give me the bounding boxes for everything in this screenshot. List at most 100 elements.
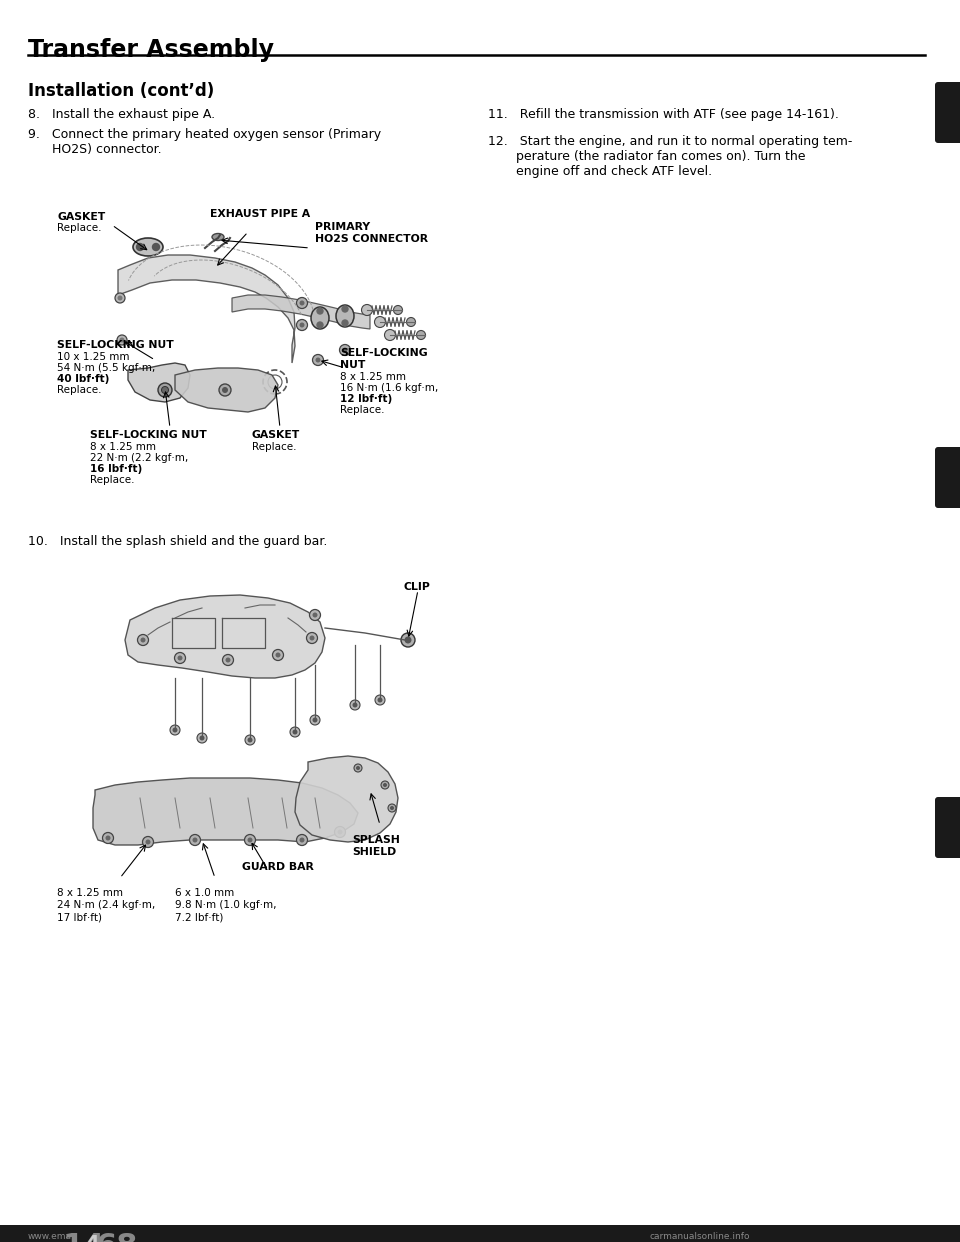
Polygon shape [93, 777, 358, 845]
Text: Replace.: Replace. [57, 385, 102, 395]
Ellipse shape [311, 307, 329, 329]
Circle shape [119, 338, 125, 343]
Circle shape [273, 650, 283, 661]
Circle shape [300, 323, 304, 328]
Circle shape [317, 308, 323, 314]
Circle shape [316, 358, 321, 363]
Polygon shape [128, 363, 190, 402]
Text: 8 x 1.25 mm: 8 x 1.25 mm [57, 888, 123, 898]
Circle shape [313, 718, 318, 723]
Text: perature (the radiator fan comes on). Turn the: perature (the radiator fan comes on). Tu… [488, 150, 805, 163]
Text: PRIMARY: PRIMARY [315, 222, 371, 232]
Text: engine off and check ATF level.: engine off and check ATF level. [488, 165, 712, 178]
Circle shape [117, 335, 127, 345]
Circle shape [106, 836, 110, 841]
Circle shape [406, 318, 416, 327]
Circle shape [356, 766, 360, 770]
Text: CLIP: CLIP [403, 582, 430, 592]
Text: Replace.: Replace. [252, 442, 297, 452]
Circle shape [197, 733, 207, 743]
Circle shape [175, 652, 185, 663]
FancyBboxPatch shape [935, 447, 960, 508]
Circle shape [200, 735, 204, 740]
Circle shape [313, 354, 324, 365]
Polygon shape [232, 296, 370, 329]
Ellipse shape [212, 233, 224, 241]
Circle shape [385, 329, 396, 340]
Circle shape [219, 384, 231, 396]
Circle shape [173, 728, 178, 733]
Circle shape [137, 635, 149, 646]
Text: Installation (cont’d): Installation (cont’d) [28, 82, 214, 101]
Bar [0, 1225, 960, 1242]
Circle shape [248, 837, 252, 842]
Circle shape [297, 298, 307, 308]
Text: www.ema: www.ema [28, 1232, 72, 1241]
Circle shape [297, 319, 307, 330]
Circle shape [381, 781, 389, 789]
Circle shape [223, 655, 233, 666]
Text: 10.   Install the splash shield and the guard bar.: 10. Install the splash shield and the gu… [28, 535, 327, 548]
Circle shape [306, 632, 318, 643]
Text: HO2S CONNECTOR: HO2S CONNECTOR [315, 233, 428, 243]
Text: 40 lbf·ft): 40 lbf·ft) [57, 374, 109, 384]
Circle shape [362, 304, 372, 315]
Circle shape [377, 698, 382, 703]
FancyBboxPatch shape [935, 82, 960, 143]
Text: 8 x 1.25 mm: 8 x 1.25 mm [340, 373, 406, 383]
Text: HO2S) connector.: HO2S) connector. [28, 143, 161, 156]
Circle shape [390, 806, 394, 810]
Polygon shape [125, 595, 325, 678]
Text: 8 x 1.25 mm: 8 x 1.25 mm [90, 442, 156, 452]
Text: SELF-LOCKING: SELF-LOCKING [340, 348, 427, 358]
Text: 22 N·m (2.2 kgf·m,: 22 N·m (2.2 kgf·m, [90, 453, 188, 463]
Text: 54 N·m (5.5 kgf·m,: 54 N·m (5.5 kgf·m, [57, 363, 156, 373]
Circle shape [354, 764, 362, 773]
Text: GASKET: GASKET [57, 212, 106, 222]
Circle shape [309, 636, 315, 641]
Circle shape [310, 715, 320, 725]
Circle shape [146, 840, 151, 845]
Ellipse shape [336, 306, 354, 327]
Text: 11.   Refill the transmission with ATF (see page 14-161).: 11. Refill the transmission with ATF (se… [488, 108, 839, 120]
Circle shape [401, 633, 415, 647]
Circle shape [293, 729, 298, 734]
Text: 4: 4 [85, 1235, 99, 1242]
Circle shape [388, 804, 396, 812]
Circle shape [338, 830, 343, 835]
Circle shape [189, 835, 201, 846]
Text: 12 lbf·ft): 12 lbf·ft) [340, 394, 393, 404]
FancyBboxPatch shape [935, 797, 960, 858]
Text: SELF-LOCKING NUT: SELF-LOCKING NUT [57, 340, 174, 350]
Text: 10 x 1.25 mm: 10 x 1.25 mm [57, 351, 130, 361]
Circle shape [309, 610, 321, 621]
Circle shape [352, 703, 357, 708]
Text: EXHAUST PIPE A: EXHAUST PIPE A [210, 209, 310, 219]
Circle shape [297, 835, 307, 846]
Circle shape [417, 330, 425, 339]
Circle shape [103, 832, 113, 843]
Circle shape [300, 301, 304, 306]
Circle shape [313, 612, 318, 617]
Text: 9.   Connect the primary heated oxygen sensor (Primary: 9. Connect the primary heated oxygen sen… [28, 128, 381, 142]
Text: SHIELD: SHIELD [352, 847, 396, 857]
Circle shape [276, 652, 280, 657]
Text: Replace.: Replace. [340, 405, 385, 415]
Circle shape [375, 696, 385, 705]
Circle shape [394, 306, 402, 314]
Circle shape [142, 837, 154, 847]
Text: GUARD BAR: GUARD BAR [242, 862, 314, 872]
Circle shape [178, 656, 182, 661]
Text: 8.   Install the exhaust pipe A.: 8. Install the exhaust pipe A. [28, 108, 215, 120]
Polygon shape [118, 255, 295, 363]
Circle shape [226, 657, 230, 662]
Circle shape [222, 388, 228, 392]
Text: 14: 14 [62, 1232, 105, 1242]
Text: 17 lbf·ft): 17 lbf·ft) [57, 912, 102, 922]
Text: 68: 68 [95, 1232, 137, 1242]
Circle shape [342, 306, 348, 312]
Text: GASKET: GASKET [252, 430, 300, 440]
Circle shape [245, 735, 255, 745]
Polygon shape [175, 368, 278, 412]
Circle shape [115, 293, 125, 303]
